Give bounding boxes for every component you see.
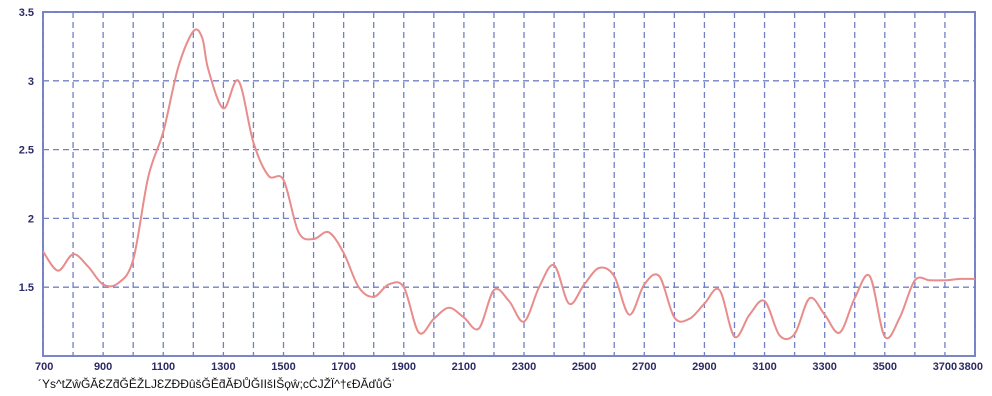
x-tick-label-700: 700 bbox=[35, 361, 53, 373]
x-tick-label-3700: 3700 bbox=[933, 361, 957, 373]
chart-caption: ´Ys^tZŵĞĂƐZƌĞĚŽǇƐZĐĐûšĞĚƌĂĐŮĞIIšIŠϙŵ;ϲĊJ… bbox=[38, 377, 396, 391]
y-tick-label-2: 2 bbox=[28, 213, 34, 225]
series-group bbox=[42, 28, 976, 341]
y-tick-label-2.5: 2.5 bbox=[19, 145, 34, 157]
x-tick-label-3300: 3300 bbox=[812, 361, 836, 373]
x-tick-label-3500: 3500 bbox=[873, 361, 897, 373]
series-line-0 bbox=[42, 28, 976, 341]
x-tick-label-2900: 2900 bbox=[692, 361, 716, 373]
x-tick-label-2500: 2500 bbox=[572, 361, 596, 373]
y-tick-label-3: 3 bbox=[28, 76, 34, 88]
x-tick-label-3100: 3100 bbox=[752, 361, 776, 373]
x-tick-label-2700: 2700 bbox=[632, 361, 656, 373]
x-tick-label-900: 900 bbox=[94, 361, 112, 373]
x-tick-label-1700: 1700 bbox=[331, 361, 355, 373]
x-tick-label-1100: 1100 bbox=[151, 361, 175, 373]
x-tick-label-1500: 1500 bbox=[271, 361, 295, 373]
x-tick-label-1300: 1300 bbox=[211, 361, 235, 373]
y-tick-label-3.5: 3.5 bbox=[19, 7, 34, 19]
x-tick-label-2100: 2100 bbox=[452, 361, 476, 373]
grid-lines bbox=[42, 11, 976, 356]
x-tick-label-1900: 1900 bbox=[392, 361, 416, 373]
x-tick-label-3800: 3800 bbox=[959, 361, 983, 373]
y-tick-label-1.5: 1.5 bbox=[19, 282, 34, 294]
x-axis-ticks: 700 900 1100 1300 1500 1700 1900 2100 2300 2500 27… bbox=[35, 361, 983, 373]
plot-area bbox=[42, 11, 976, 357]
x-tick-label-2300: 2300 bbox=[512, 361, 536, 373]
y-axis-ticks: 1.5 2 2.5 3 3.5 bbox=[19, 7, 34, 294]
